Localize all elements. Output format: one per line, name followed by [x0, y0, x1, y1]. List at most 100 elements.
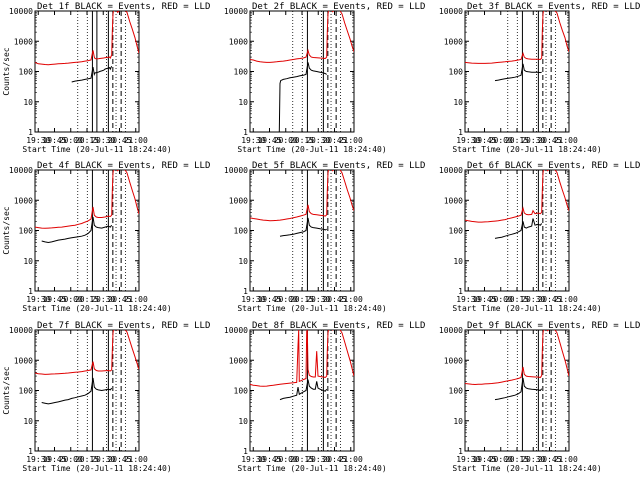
events-series-line	[71, 65, 113, 83]
x-tick-label: 19:30	[241, 295, 265, 304]
y-tick-label: 10	[238, 417, 248, 426]
detector-panel-8: Det 8f BLACK = Events, RED = LLD 1 10 100 10…	[224, 321, 425, 473]
x-tick-label: 20:00	[274, 136, 298, 145]
y-tick-label: 10000	[9, 7, 33, 16]
x-tick-label: 20:00	[274, 455, 298, 464]
x-tick-label: 20:30	[91, 455, 115, 464]
y-axis-label: Counts/sec	[2, 366, 11, 414]
x-tick-label: 20:45	[107, 136, 131, 145]
y-tick-label: 10000	[439, 7, 463, 16]
lld-series-line	[250, 11, 354, 63]
panel-title: Det 6f BLACK = Events, RED = LLD	[467, 161, 640, 171]
y-tick-label: 1	[458, 287, 463, 296]
events-series-line	[278, 62, 327, 132]
detector-panel-9: Det 9f BLACK = Events, RED = LLD 1 10 100 10…	[439, 321, 640, 473]
y-tick-label: 1000	[14, 37, 33, 46]
x-tick-label: 19:30	[456, 295, 480, 304]
events-series-line	[41, 216, 113, 244]
detector-panel-4: Det 4f BLACK = Events, RED = LLD 1 10 100 10…	[2, 161, 210, 313]
y-tick-label: 10	[238, 257, 248, 266]
x-tick-label: 21:00	[124, 455, 148, 464]
lld-series-line	[465, 330, 569, 386]
x-tick-label: 20:30	[521, 295, 545, 304]
x-tick-label: 20:30	[91, 295, 115, 304]
x-tick-label: 20:00	[59, 295, 83, 304]
y-tick-label: 100	[449, 227, 464, 236]
x-tick-label: 19:30	[26, 136, 50, 145]
y-tick-label: 10	[453, 417, 463, 426]
events-series-line	[494, 218, 543, 239]
x-axis-label: Start Time (20-Jul-11 18:24:40)	[452, 145, 601, 154]
y-tick-label: 1000	[444, 356, 463, 365]
y-tick-label: 10	[23, 257, 33, 266]
y-tick-label: 10	[453, 257, 463, 266]
x-tick-label: 21:00	[339, 136, 363, 145]
y-tick-label: 10000	[9, 326, 33, 335]
y-tick-label: 100	[234, 387, 249, 396]
detector-panel-5: Det 5f BLACK = Events, RED = LLD 1 10 100 10…	[224, 161, 425, 313]
events-series-line	[41, 377, 113, 405]
x-tick-label: 21:00	[554, 455, 578, 464]
x-tick-label: 20:00	[59, 455, 83, 464]
y-tick-label: 1000	[229, 37, 248, 46]
y-tick-label: 10000	[224, 326, 248, 335]
x-tick-label: 20:00	[59, 136, 83, 145]
x-axis-label: Start Time (20-Jul-11 18:24:40)	[22, 145, 171, 154]
x-tick-label: 20:15	[290, 295, 314, 304]
x-axis-label: Start Time (20-Jul-11 18:24:40)	[452, 304, 601, 313]
y-tick-label: 10000	[439, 326, 463, 335]
x-tick-label: 20:15	[505, 136, 529, 145]
x-tick-label: 20:45	[322, 136, 346, 145]
y-tick-label: 1	[458, 447, 463, 456]
panel-title: Det 4f BLACK = Events, RED = LLD	[37, 161, 210, 171]
y-tick-label: 1000	[444, 196, 463, 205]
x-tick-label: 20:00	[489, 295, 513, 304]
y-tick-label: 10	[23, 98, 33, 107]
x-tick-label: 20:15	[505, 455, 529, 464]
x-tick-label: 20:15	[290, 136, 314, 145]
y-tick-label: 100	[234, 227, 249, 236]
y-tick-label: 1	[243, 128, 248, 137]
y-tick-label: 1	[243, 447, 248, 456]
y-tick-label: 10	[453, 98, 463, 107]
x-tick-label: 20:45	[537, 455, 561, 464]
x-tick-label: 19:45	[472, 295, 496, 304]
x-axis-label: Start Time (20-Jul-11 18:24:40)	[237, 145, 386, 154]
detector-panel-3: Det 3f BLACK = Events, RED = LLD 1 10 100 10…	[439, 2, 640, 154]
lld-series-line	[250, 170, 354, 222]
x-tick-label: 20:30	[306, 295, 330, 304]
x-tick-label: 20:30	[306, 136, 330, 145]
x-tick-label: 19:45	[42, 136, 66, 145]
y-tick-label: 10	[238, 98, 248, 107]
x-axis-label: Start Time (20-Jul-11 18:24:40)	[237, 464, 386, 473]
panel-title: Det 2f BLACK = Events, RED = LLD	[252, 2, 425, 12]
detector-panel-1: Det 1f BLACK = Events, RED = LLD 1 10 100 10…	[2, 2, 210, 154]
x-tick-label: 20:30	[306, 455, 330, 464]
x-tick-label: 20:45	[537, 295, 561, 304]
panel-title: Det 1f BLACK = Events, RED = LLD	[37, 2, 210, 12]
y-tick-label: 1	[28, 287, 33, 296]
x-tick-label: 19:45	[257, 295, 281, 304]
x-tick-label: 19:45	[257, 136, 281, 145]
events-series-line	[279, 217, 327, 237]
x-tick-label: 19:45	[42, 455, 66, 464]
lld-series-line	[35, 170, 139, 229]
x-tick-label: 20:15	[75, 455, 99, 464]
x-tick-label: 19:45	[472, 455, 496, 464]
y-tick-label: 10000	[224, 166, 248, 175]
x-tick-label: 21:00	[339, 455, 363, 464]
y-tick-label: 1000	[444, 37, 463, 46]
y-tick-label: 10	[23, 417, 33, 426]
x-tick-label: 19:30	[26, 455, 50, 464]
lld-series-line	[35, 11, 139, 66]
x-tick-label: 20:00	[489, 136, 513, 145]
y-tick-label: 100	[234, 68, 249, 77]
y-tick-label: 10000	[9, 166, 33, 175]
x-tick-label: 20:15	[505, 295, 529, 304]
x-tick-label: 19:30	[241, 455, 265, 464]
y-tick-label: 1	[458, 128, 463, 137]
panel-title: Det 9f BLACK = Events, RED = LLD	[467, 321, 640, 331]
x-tick-label: 20:15	[75, 136, 99, 145]
x-tick-label: 21:00	[554, 295, 578, 304]
